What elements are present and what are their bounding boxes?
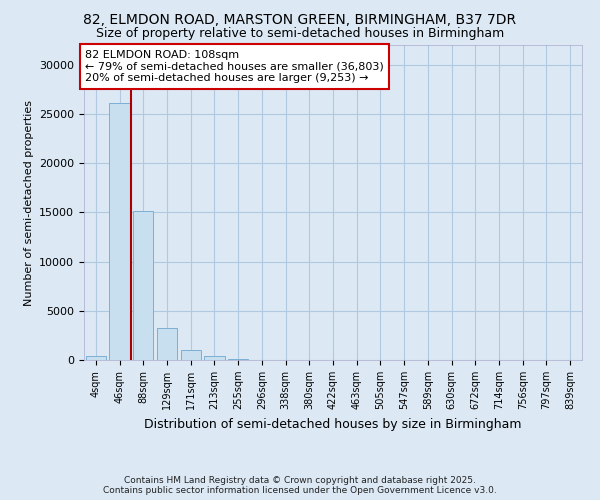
Y-axis label: Number of semi-detached properties: Number of semi-detached properties [23,100,34,306]
X-axis label: Distribution of semi-detached houses by size in Birmingham: Distribution of semi-detached houses by … [144,418,522,430]
Bar [181,350,201,360]
Text: 82 ELMDON ROAD: 108sqm
← 79% of semi-detached houses are smaller (36,803)
20% of: 82 ELMDON ROAD: 108sqm ← 79% of semi-det… [85,50,384,83]
Bar [109,103,130,360]
Bar [205,356,224,360]
Text: 82, ELMDON ROAD, MARSTON GREEN, BIRMINGHAM, B37 7DR: 82, ELMDON ROAD, MARSTON GREEN, BIRMINGH… [83,12,517,26]
Text: Size of property relative to semi-detached houses in Birmingham: Size of property relative to semi-detach… [96,28,504,40]
Bar [133,212,154,360]
Text: Contains HM Land Registry data © Crown copyright and database right 2025.
Contai: Contains HM Land Registry data © Crown c… [103,476,497,495]
Bar [86,356,106,360]
Bar [228,358,248,360]
Bar [157,328,177,360]
